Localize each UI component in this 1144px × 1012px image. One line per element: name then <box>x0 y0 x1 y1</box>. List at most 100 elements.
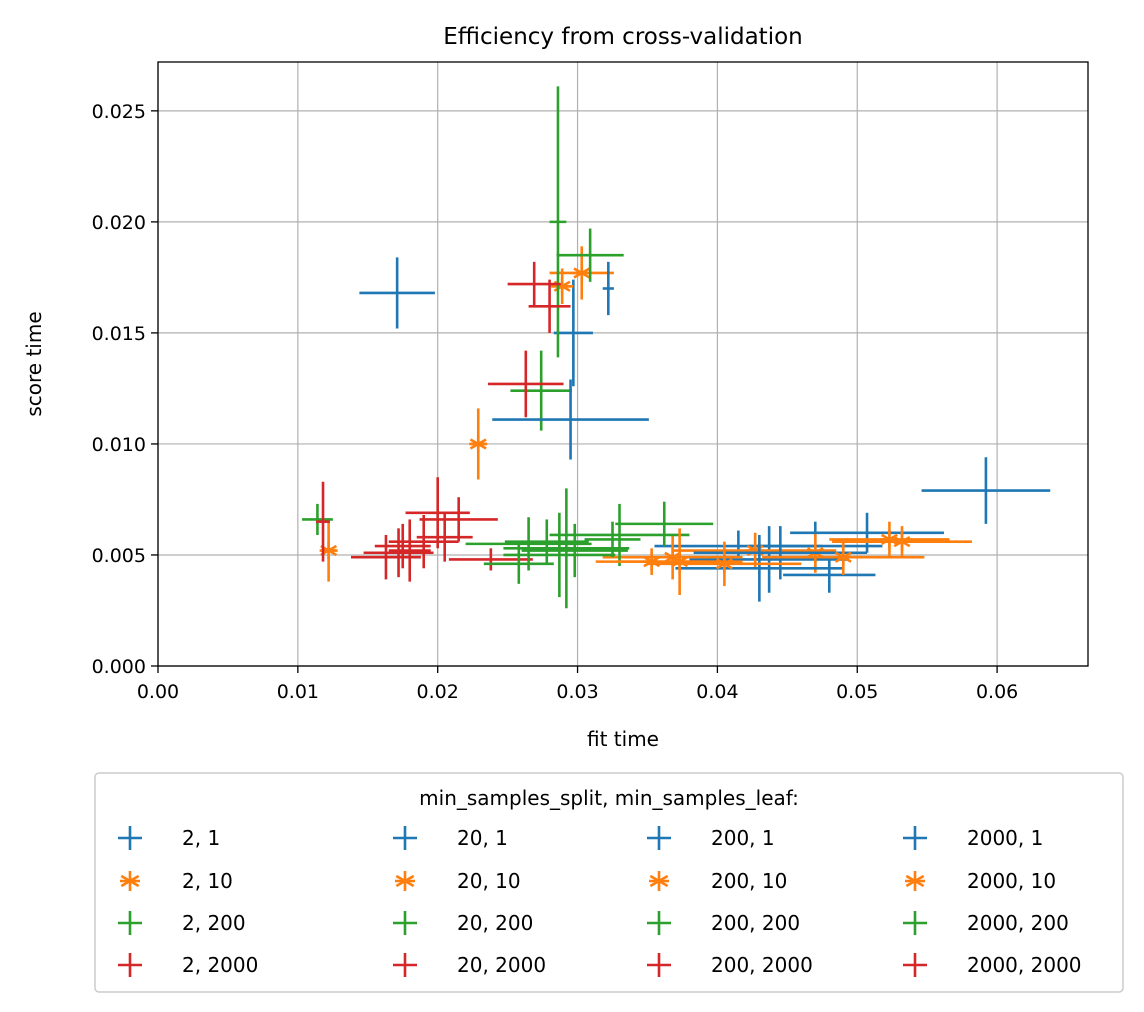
legend-label: 2000, 200 <box>967 911 1069 935</box>
series <box>350 512 473 582</box>
series <box>507 261 571 333</box>
data-point <box>832 526 972 558</box>
legend-label: 2, 1 <box>182 826 220 850</box>
legend-label: 200, 10 <box>711 869 787 893</box>
x-tick-label: 0.01 <box>277 681 319 703</box>
data-point <box>921 457 1051 524</box>
data-point <box>302 503 333 535</box>
legend-entry: 2000, 200 <box>903 911 1069 935</box>
legend-marker <box>903 953 927 977</box>
legend: min_samples_split, min_samples_leaf: 2, … <box>94 772 1124 993</box>
legend-label: 20, 10 <box>457 869 521 893</box>
axis-ticks: 0.00 0.01 0.02 0.03 0.04 0.05 0.06 0.000 0.005 0.… <box>92 101 1019 703</box>
legend-entry: 2, 200 <box>118 911 246 935</box>
y-tick-label: 0.015 <box>92 323 146 345</box>
legend-entry: 20, 200 <box>393 911 533 935</box>
y-axis-label: score time <box>22 311 46 416</box>
data-point <box>469 408 488 480</box>
legend-label: 20, 200 <box>457 911 533 935</box>
x-tick-label: 0.04 <box>696 681 738 703</box>
data-point <box>388 515 459 569</box>
y-tick-label: 0.020 <box>92 212 146 234</box>
legend-entry: 200, 200 <box>647 911 800 935</box>
legend-label: 2000, 1 <box>967 826 1043 850</box>
y-tick-label: 0.010 <box>92 434 146 456</box>
data-point <box>465 517 592 571</box>
data-point <box>316 481 331 562</box>
data-point <box>503 512 616 598</box>
data-point <box>507 261 561 307</box>
series <box>316 350 564 562</box>
data-point <box>549 503 690 567</box>
data-point <box>584 521 641 558</box>
data-point <box>549 86 567 358</box>
legend-marker <box>903 826 927 850</box>
legend-marker <box>393 953 417 977</box>
legend-marker <box>905 871 925 891</box>
point-marker <box>893 532 911 551</box>
legend-label: 20, 1 <box>457 826 508 850</box>
series <box>549 86 624 358</box>
data-point <box>528 279 571 333</box>
y-tick-label: 0.005 <box>92 545 146 567</box>
legend-marker <box>903 911 927 935</box>
point-marker <box>572 263 591 282</box>
data-marks <box>302 86 1051 609</box>
data-point <box>419 497 498 542</box>
series <box>302 350 572 535</box>
point-marker <box>834 548 853 567</box>
legend-marker <box>120 871 140 891</box>
legend-marker <box>395 871 415 891</box>
legend-entry: 2, 10 <box>120 869 233 893</box>
legend-label: 20, 2000 <box>457 953 546 977</box>
series <box>492 279 649 460</box>
series <box>465 517 641 584</box>
point-marker <box>469 434 488 453</box>
data-point <box>615 501 714 547</box>
series <box>616 521 972 595</box>
data-point <box>488 350 564 418</box>
legend-frame <box>94 772 1124 993</box>
series <box>503 488 714 609</box>
series <box>675 512 944 602</box>
y-tick-label: 0.000 <box>92 656 146 678</box>
x-tick-label: 0.00 <box>137 681 179 703</box>
legend-entry: 2000, 1 <box>903 826 1043 850</box>
legend-marker <box>118 953 142 977</box>
x-tick-label: 0.02 <box>417 681 459 703</box>
legend-entry: 20, 2000 <box>393 953 546 977</box>
data-point <box>762 539 925 575</box>
legend-label: 200, 200 <box>711 911 800 935</box>
legend-marker <box>118 826 142 850</box>
data-point <box>675 534 844 602</box>
legend-marker <box>649 871 669 891</box>
legend-marker <box>647 953 671 977</box>
legend-title: min_samples_split, min_samples_leaf: <box>419 786 799 810</box>
legend-entry: 2, 1 <box>118 826 220 850</box>
y-tick-label: 0.025 <box>92 101 146 123</box>
legend-label: 2, 2000 <box>182 953 258 977</box>
series <box>319 408 488 582</box>
legend-entry: 20, 10 <box>395 869 521 893</box>
data-point <box>510 350 572 431</box>
plot-frame <box>157 61 1089 667</box>
data-point <box>503 488 630 609</box>
data-point <box>521 523 628 578</box>
data-point <box>363 528 434 578</box>
series <box>359 257 1051 524</box>
legend-label: 200, 2000 <box>711 953 813 977</box>
legend-entry: 2, 2000 <box>118 953 258 977</box>
x-tick-label: 0.03 <box>556 681 598 703</box>
data-point <box>553 279 593 387</box>
data-point <box>647 541 802 587</box>
legend-label: 200, 1 <box>711 826 775 850</box>
legend-label: 2, 10 <box>182 869 233 893</box>
data-point <box>556 228 624 282</box>
data-point <box>416 512 473 562</box>
legend-marker <box>647 911 671 935</box>
x-axis-label: fit time <box>587 727 659 751</box>
legend-marker <box>118 911 142 935</box>
data-point <box>374 523 431 569</box>
legend-marker <box>393 911 417 935</box>
legend-entry: 20, 1 <box>393 826 508 850</box>
